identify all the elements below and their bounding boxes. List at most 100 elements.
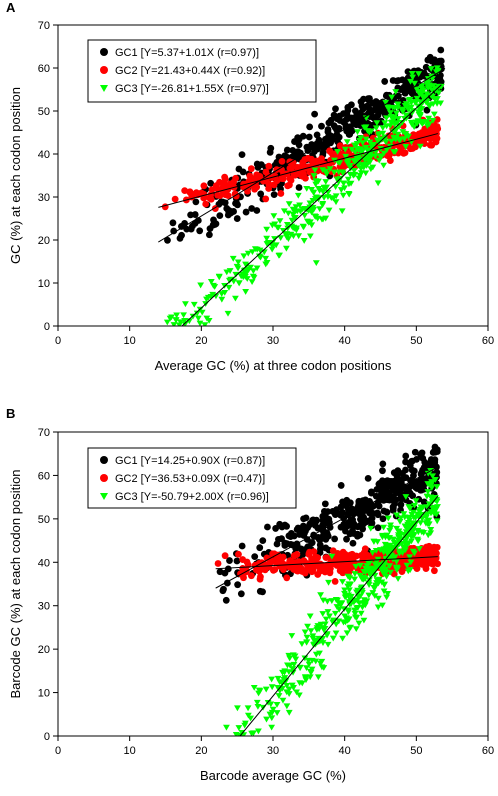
data-point-gc3: [240, 253, 248, 260]
data-point-gc2: [301, 156, 309, 163]
data-point-gc3: [394, 565, 402, 572]
panel-b: B 0 10 20 30 40 50 60 0 10 20 30 40 50 60 70 Barcode ave…: [6, 406, 494, 783]
data-point-gc3: [185, 318, 193, 325]
data-point-gc3: [341, 146, 349, 153]
data-point-gc1: [382, 477, 390, 485]
data-point-gc3: [432, 96, 439, 102]
data-point-gc1: [220, 585, 227, 593]
data-point-gc2: [339, 569, 347, 577]
data-point-gc3: [254, 703, 262, 710]
data-point-gc3: [373, 137, 381, 144]
data-point-gc1: [402, 466, 409, 474]
data-point-gc3: [374, 595, 382, 602]
data-point-gc3: [369, 164, 377, 171]
data-point-gc3: [242, 720, 249, 727]
data-point-gc3: [306, 233, 314, 240]
data-point-gc3: [300, 238, 308, 244]
data-point-gc3: [354, 129, 361, 136]
data-point-gc3: [326, 613, 333, 620]
data-point-gc3: [424, 489, 432, 495]
data-point-gc3: [312, 260, 320, 266]
data-point-gc3: [415, 546, 423, 552]
data-point-gc3: [383, 104, 391, 111]
data-point-gc3: [389, 536, 397, 543]
data-point-gc3: [312, 178, 320, 184]
data-point-gc3: [346, 625, 354, 632]
data-point-gc3: [373, 120, 381, 127]
data-point-gc3: [343, 615, 350, 622]
data-point-gc3: [372, 548, 380, 554]
data-point-gc3: [409, 528, 417, 534]
data-point-gc2: [270, 181, 278, 189]
data-point-gc2: [230, 178, 237, 186]
data-point-gc1: [397, 501, 405, 509]
data-point-gc3: [225, 284, 233, 291]
data-point-gc2: [309, 157, 317, 165]
data-point-gc3: [406, 554, 414, 561]
data-point-gc3: [223, 724, 230, 731]
data-point-gc3: [394, 532, 402, 539]
data-point-gc3: [427, 495, 435, 501]
data-point-gc2: [309, 566, 317, 574]
data-point-gc3: [215, 274, 223, 281]
data-point-gc3: [423, 80, 431, 87]
y-tick-label: 40: [38, 149, 50, 161]
data-point-gc1: [400, 86, 408, 94]
data-point-gc3: [197, 282, 205, 289]
data-point-gc2: [419, 550, 427, 558]
data-point-gc1: [287, 529, 295, 537]
data-point-gc3: [287, 231, 295, 238]
data-point-gc1: [273, 540, 281, 548]
data-point-gc1: [177, 223, 185, 230]
data-point-gc1: [234, 581, 242, 589]
legend-marker-gc3: [100, 493, 108, 500]
data-point-gc1: [226, 557, 233, 564]
data-point-gc1: [257, 190, 265, 198]
x-tick-label: 0: [55, 745, 61, 757]
data-point-gc2: [291, 171, 299, 179]
data-point-gc3: [377, 566, 385, 573]
data-point-gc1: [233, 215, 241, 222]
data-point-gc3: [311, 167, 319, 174]
data-point-gc1: [343, 110, 351, 118]
data-point-gc3: [415, 89, 423, 95]
data-point-gc3: [398, 119, 406, 126]
data-point-gc1: [222, 596, 230, 604]
data-point-gc3: [344, 160, 352, 167]
data-point-gc3: [380, 588, 388, 595]
data-point-gc3: [369, 590, 377, 596]
data-point-gc3: [300, 224, 308, 231]
data-point-gc3: [379, 130, 387, 137]
data-point-gc3: [296, 680, 304, 687]
data-point-gc3: [394, 101, 402, 108]
data-point-gc3: [253, 265, 261, 272]
data-point-gc3: [385, 563, 393, 570]
data-point-gc2: [432, 549, 439, 557]
fit-line-gc1: [158, 67, 446, 243]
data-point-gc3: [408, 110, 416, 116]
data-point-gc1: [382, 488, 389, 496]
data-point-gc3: [194, 315, 202, 322]
data-point-gc1: [342, 527, 349, 535]
data-point-gc3: [408, 538, 415, 545]
data-point-gc1: [381, 78, 389, 85]
data-point-gc3: [291, 215, 299, 221]
data-point-gc3: [356, 172, 364, 179]
data-point-gc3: [411, 80, 418, 87]
data-point-gc1: [311, 110, 319, 118]
data-point-gc3: [384, 543, 391, 550]
data-point-gc3: [374, 562, 382, 569]
data-point-gc3: [347, 597, 354, 603]
legend-marker-gc2: [100, 474, 108, 482]
data-point-gc1: [402, 458, 409, 466]
data-point-gc3: [416, 508, 424, 515]
data-point-gc3: [250, 275, 258, 281]
data-point-gc3: [358, 149, 365, 156]
data-point-gc3: [324, 598, 331, 605]
data-point-gc3: [402, 144, 410, 150]
data-point-gc3: [395, 528, 403, 535]
data-point-gc3: [427, 66, 435, 72]
data-point-gc3: [249, 268, 257, 275]
data-point-gc1: [379, 496, 387, 504]
legend-label-gc2: GC2 [Y=36.53+0.09X (r=0.47)]: [115, 473, 265, 485]
